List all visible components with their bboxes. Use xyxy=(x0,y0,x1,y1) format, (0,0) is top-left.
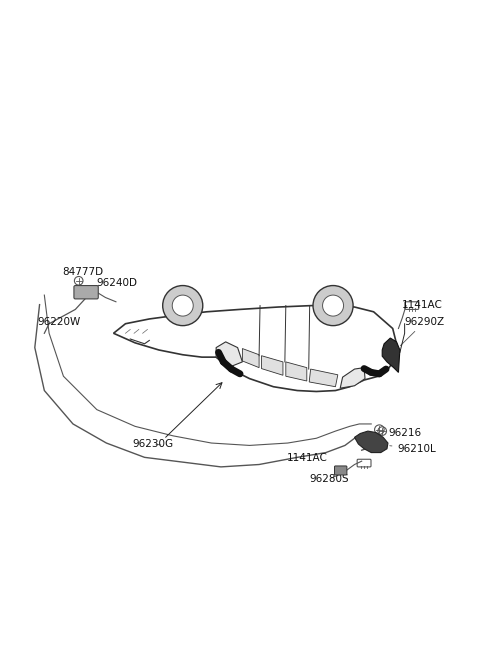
Polygon shape xyxy=(382,338,400,373)
Text: 84777D: 84777D xyxy=(62,267,104,277)
FancyBboxPatch shape xyxy=(357,459,371,467)
Text: 96280S: 96280S xyxy=(309,474,349,484)
Circle shape xyxy=(323,295,344,316)
Text: 96210L: 96210L xyxy=(390,443,436,453)
FancyBboxPatch shape xyxy=(335,466,347,475)
Text: 96220W: 96220W xyxy=(37,317,81,327)
Text: 1141AC: 1141AC xyxy=(287,453,328,463)
Polygon shape xyxy=(355,431,388,453)
Polygon shape xyxy=(216,342,242,367)
Text: 96290Z: 96290Z xyxy=(400,317,445,346)
FancyBboxPatch shape xyxy=(405,302,419,309)
Text: 96216: 96216 xyxy=(388,428,421,438)
Polygon shape xyxy=(242,349,259,368)
Text: 1141AC: 1141AC xyxy=(402,300,443,311)
Polygon shape xyxy=(286,362,307,381)
Circle shape xyxy=(172,295,193,316)
FancyBboxPatch shape xyxy=(74,286,98,299)
Polygon shape xyxy=(262,355,283,375)
Polygon shape xyxy=(309,369,338,387)
Text: 96240D: 96240D xyxy=(97,277,138,288)
Circle shape xyxy=(163,286,203,326)
Circle shape xyxy=(313,286,353,326)
Text: 96230G: 96230G xyxy=(132,439,174,449)
Polygon shape xyxy=(114,306,397,392)
Polygon shape xyxy=(340,368,365,388)
